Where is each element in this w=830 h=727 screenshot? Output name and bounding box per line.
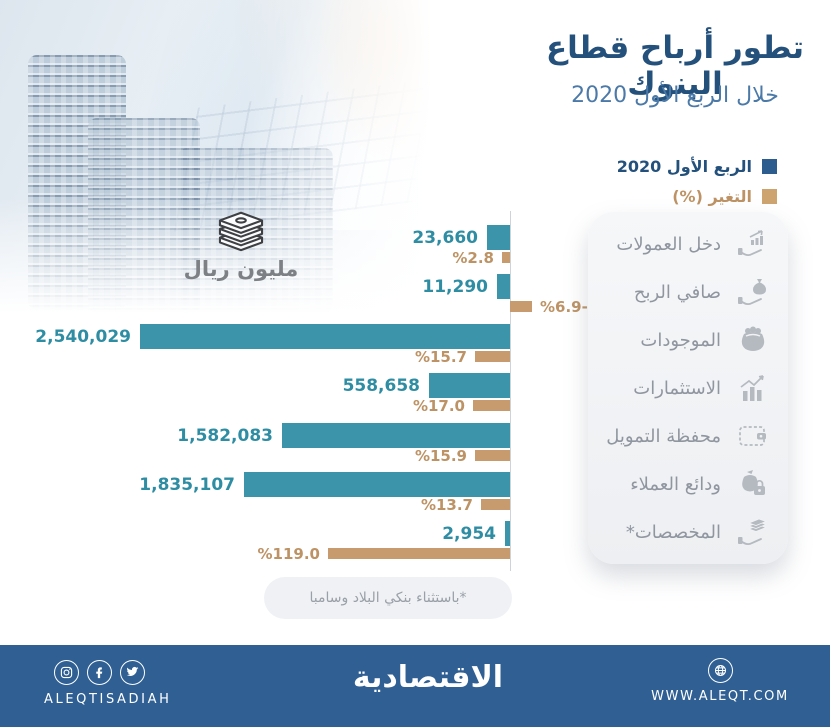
value-label: 1,835,107 [139, 474, 235, 495]
pct-row-customer-deposits: %13.7 [421, 496, 510, 514]
twitter-icon[interactable] [119, 660, 145, 685]
bar-row-financing-portfolio: 1,582,083 [177, 423, 510, 448]
hero-photo [0, 0, 445, 330]
website-block: WWW.ALEQT.COM [650, 658, 790, 704]
money-sack-icon [734, 323, 772, 357]
unit-label-block: مليون ريال [181, 208, 301, 281]
footer-bar: ALEQTISADIAH الاقتصادية WWW.ALEQT.COM [0, 645, 830, 727]
hand-moneybag-icon [734, 275, 772, 309]
category-financing-portfolio: محفظة التمويل [588, 412, 788, 460]
value-bar [505, 521, 510, 546]
deposit-lock-icon [734, 467, 772, 501]
brand-arabic-logo: الاقتصادية [352, 660, 504, 695]
page-title: تطور أرباح قطاع البنوك [545, 30, 805, 102]
category-label: الموجودات [640, 329, 721, 351]
value-label: 11,290 [422, 276, 488, 297]
value-label: 558,658 [342, 375, 420, 396]
growth-chart-icon [734, 371, 772, 405]
facebook-icon[interactable] [86, 660, 112, 685]
value-label: 2,954 [442, 523, 496, 544]
social-block: ALEQTISADIAH [44, 660, 172, 707]
pct-row-net-profit-negative: %6.9- [510, 298, 588, 316]
legend-label: التغير (%) [672, 187, 752, 206]
bar-row-commission-income: 23,660 [412, 225, 510, 250]
legend-item-change: التغير (%) [672, 187, 777, 206]
value-label: 23,660 [412, 227, 478, 248]
legend-item-q1: الربع الأول 2020 [617, 157, 777, 176]
legend-label: الربع الأول 2020 [616, 157, 752, 176]
legend: الربع الأول 2020 التغير (%) [617, 157, 777, 206]
pct-label: %119.0 [257, 544, 320, 563]
unit-label: مليون ريال [183, 257, 299, 281]
value-bar [497, 274, 510, 299]
pct-bar [475, 351, 510, 362]
pct-row-financing-portfolio: %15.9 [415, 447, 510, 465]
category-assets: الموجودات [588, 316, 788, 364]
pct-label: %15.9 [414, 446, 467, 465]
value-label: 2,540,029 [35, 326, 131, 347]
instagram-icon[interactable] [53, 660, 79, 685]
hand-banknotes-icon [734, 515, 772, 549]
category-panel: دخل العمولات صافي الربح [588, 212, 788, 564]
category-net-profit: صافي الربح [588, 268, 788, 316]
category-label: محفظة التمويل [606, 425, 721, 447]
pct-row-investments: %17.0 [413, 397, 510, 415]
pct-bar [502, 252, 510, 263]
category-label: دخل العمولات [616, 233, 721, 255]
legend-swatch-tan [762, 189, 777, 204]
banknotes-stack-icon [218, 211, 264, 252]
category-investments: الاستثمارات [588, 364, 788, 412]
hand-growth-icon [734, 227, 772, 261]
pct-label: %15.7 [414, 347, 467, 366]
pct-bar [481, 499, 510, 510]
value-bar [244, 472, 510, 497]
category-label: صافي الربح [633, 281, 721, 303]
value-label: 1,582,083 [177, 425, 273, 446]
pct-label: %2.8 [452, 248, 494, 267]
pct-label: %13.7 [420, 495, 473, 514]
footnote-pill: *باستثناء بنكي البلاد وسامبا [264, 577, 512, 619]
brand-latin: ALEQTISADIAH [44, 692, 172, 707]
category-label: الاستثمارات [633, 377, 721, 399]
category-provisions: المخصصات* [588, 508, 788, 556]
page-subtitle: خلال الربع الأول 2020 [571, 83, 779, 108]
bar-row-provisions: 2,954 [442, 521, 510, 546]
website-url[interactable]: WWW.ALEQT.COM [651, 689, 789, 704]
pct-bar [475, 450, 510, 461]
value-bar [429, 373, 510, 398]
bar-row-assets: 2,540,029 [35, 324, 510, 349]
wallet-icon [734, 419, 772, 453]
pct-bar [510, 301, 532, 312]
value-bar [487, 225, 510, 250]
photo-fade [0, 0, 445, 330]
bar-row-investments: 558,658 [343, 373, 510, 398]
category-customer-deposits: ودائع العملاء [588, 460, 788, 508]
category-label: المخصصات* [625, 521, 721, 543]
category-commission-income: دخل العمولات [588, 220, 788, 268]
pct-bar [328, 548, 510, 559]
category-label: ودائع العملاء [630, 473, 721, 495]
value-bar [140, 324, 510, 349]
bar-row-net-profit: 11,290 [422, 274, 510, 299]
globe-icon[interactable] [707, 658, 733, 683]
pct-label: %6.9- [540, 297, 588, 316]
chart-axis-line [510, 211, 511, 571]
social-icons [44, 660, 154, 685]
pct-row-provisions: %119.0 [258, 545, 510, 563]
bar-row-customer-deposits: 1,835,107 [139, 472, 510, 497]
legend-swatch-blue [762, 159, 777, 174]
pct-row-assets: %15.7 [415, 348, 510, 366]
pct-label: %17.0 [412, 396, 465, 415]
pct-bar [473, 400, 510, 411]
pct-row-commission-income: %2.8 [452, 249, 510, 267]
value-bar [282, 423, 510, 448]
